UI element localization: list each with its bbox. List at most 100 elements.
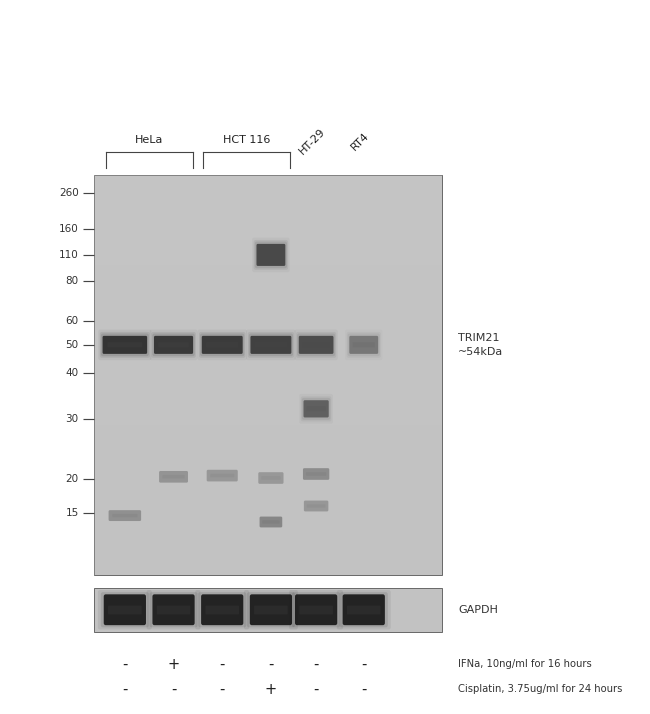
FancyBboxPatch shape	[152, 594, 194, 625]
Text: HeLa: HeLa	[135, 135, 163, 145]
FancyBboxPatch shape	[199, 332, 246, 358]
Bar	[94, 205, 442, 215]
FancyBboxPatch shape	[296, 332, 336, 358]
FancyBboxPatch shape	[292, 592, 340, 628]
Bar	[94, 565, 442, 575]
FancyBboxPatch shape	[195, 590, 249, 630]
Bar	[94, 485, 442, 495]
FancyBboxPatch shape	[248, 332, 294, 358]
FancyBboxPatch shape	[112, 514, 138, 517]
FancyBboxPatch shape	[107, 342, 142, 348]
Bar	[94, 455, 442, 465]
FancyBboxPatch shape	[210, 474, 234, 478]
FancyBboxPatch shape	[307, 504, 326, 508]
FancyBboxPatch shape	[98, 590, 152, 630]
Text: -: -	[171, 681, 176, 697]
FancyBboxPatch shape	[104, 594, 146, 625]
Bar	[94, 185, 442, 195]
FancyBboxPatch shape	[299, 336, 333, 354]
Bar	[94, 285, 442, 295]
FancyBboxPatch shape	[100, 332, 150, 358]
Bar	[94, 415, 442, 425]
FancyBboxPatch shape	[205, 605, 239, 615]
FancyBboxPatch shape	[244, 590, 298, 630]
FancyBboxPatch shape	[297, 333, 335, 356]
FancyBboxPatch shape	[352, 342, 375, 348]
FancyBboxPatch shape	[343, 594, 385, 625]
FancyBboxPatch shape	[103, 336, 147, 354]
FancyBboxPatch shape	[146, 590, 200, 630]
Text: -: -	[220, 681, 225, 697]
FancyBboxPatch shape	[206, 342, 238, 348]
Bar	[94, 235, 442, 245]
Text: 60: 60	[66, 316, 79, 326]
Bar	[94, 405, 442, 415]
FancyBboxPatch shape	[349, 336, 378, 354]
Text: -: -	[361, 656, 367, 672]
FancyBboxPatch shape	[306, 472, 326, 476]
Bar	[94, 445, 442, 455]
Text: 30: 30	[66, 414, 79, 424]
Bar	[94, 555, 442, 565]
Bar	[94, 195, 442, 205]
Text: -: -	[313, 681, 318, 697]
FancyBboxPatch shape	[348, 333, 380, 356]
FancyBboxPatch shape	[247, 592, 295, 628]
Text: RT4: RT4	[349, 131, 371, 152]
FancyBboxPatch shape	[255, 342, 287, 348]
FancyBboxPatch shape	[200, 333, 244, 356]
FancyBboxPatch shape	[295, 594, 337, 625]
Text: +: +	[265, 681, 277, 697]
Bar	[94, 225, 442, 235]
Bar	[94, 495, 442, 505]
FancyBboxPatch shape	[303, 342, 330, 348]
Bar	[94, 215, 442, 225]
Text: Cisplatin, 3.75ug/ml for 24 hours: Cisplatin, 3.75ug/ml for 24 hours	[458, 684, 623, 694]
FancyBboxPatch shape	[207, 470, 238, 481]
Bar	[94, 385, 442, 395]
FancyBboxPatch shape	[159, 471, 188, 483]
FancyBboxPatch shape	[250, 336, 291, 354]
Bar	[94, 265, 442, 275]
FancyBboxPatch shape	[304, 401, 329, 418]
FancyBboxPatch shape	[347, 605, 380, 615]
FancyBboxPatch shape	[262, 521, 279, 523]
Bar	[94, 275, 442, 285]
Bar	[94, 465, 442, 475]
Bar	[94, 505, 442, 515]
FancyBboxPatch shape	[258, 472, 283, 484]
FancyBboxPatch shape	[101, 333, 149, 356]
FancyBboxPatch shape	[150, 592, 198, 628]
FancyBboxPatch shape	[304, 501, 328, 511]
Text: HT-29: HT-29	[298, 126, 328, 156]
Text: -: -	[122, 656, 127, 672]
Bar	[94, 435, 442, 445]
Bar	[94, 345, 442, 355]
Text: IFNa, 10ng/ml for 16 hours: IFNa, 10ng/ml for 16 hours	[458, 659, 592, 669]
Bar	[94, 515, 442, 525]
FancyBboxPatch shape	[202, 336, 242, 354]
FancyBboxPatch shape	[249, 333, 293, 356]
FancyBboxPatch shape	[154, 336, 193, 354]
FancyBboxPatch shape	[301, 396, 332, 421]
Bar	[94, 335, 442, 345]
FancyBboxPatch shape	[254, 240, 288, 270]
Bar	[94, 305, 442, 315]
FancyBboxPatch shape	[152, 333, 195, 356]
FancyBboxPatch shape	[254, 605, 288, 615]
FancyBboxPatch shape	[109, 511, 141, 521]
FancyBboxPatch shape	[257, 244, 285, 266]
Text: 160: 160	[59, 224, 79, 234]
Bar	[94, 475, 442, 485]
FancyBboxPatch shape	[101, 592, 149, 628]
FancyBboxPatch shape	[201, 594, 243, 625]
Bar	[94, 525, 442, 535]
Bar	[94, 355, 442, 365]
Text: 110: 110	[59, 250, 79, 260]
Text: +: +	[168, 656, 179, 672]
Text: 80: 80	[66, 276, 79, 286]
FancyBboxPatch shape	[337, 590, 391, 630]
Bar	[94, 365, 442, 375]
Text: HCT 116: HCT 116	[223, 135, 270, 145]
Text: -: -	[313, 656, 318, 672]
